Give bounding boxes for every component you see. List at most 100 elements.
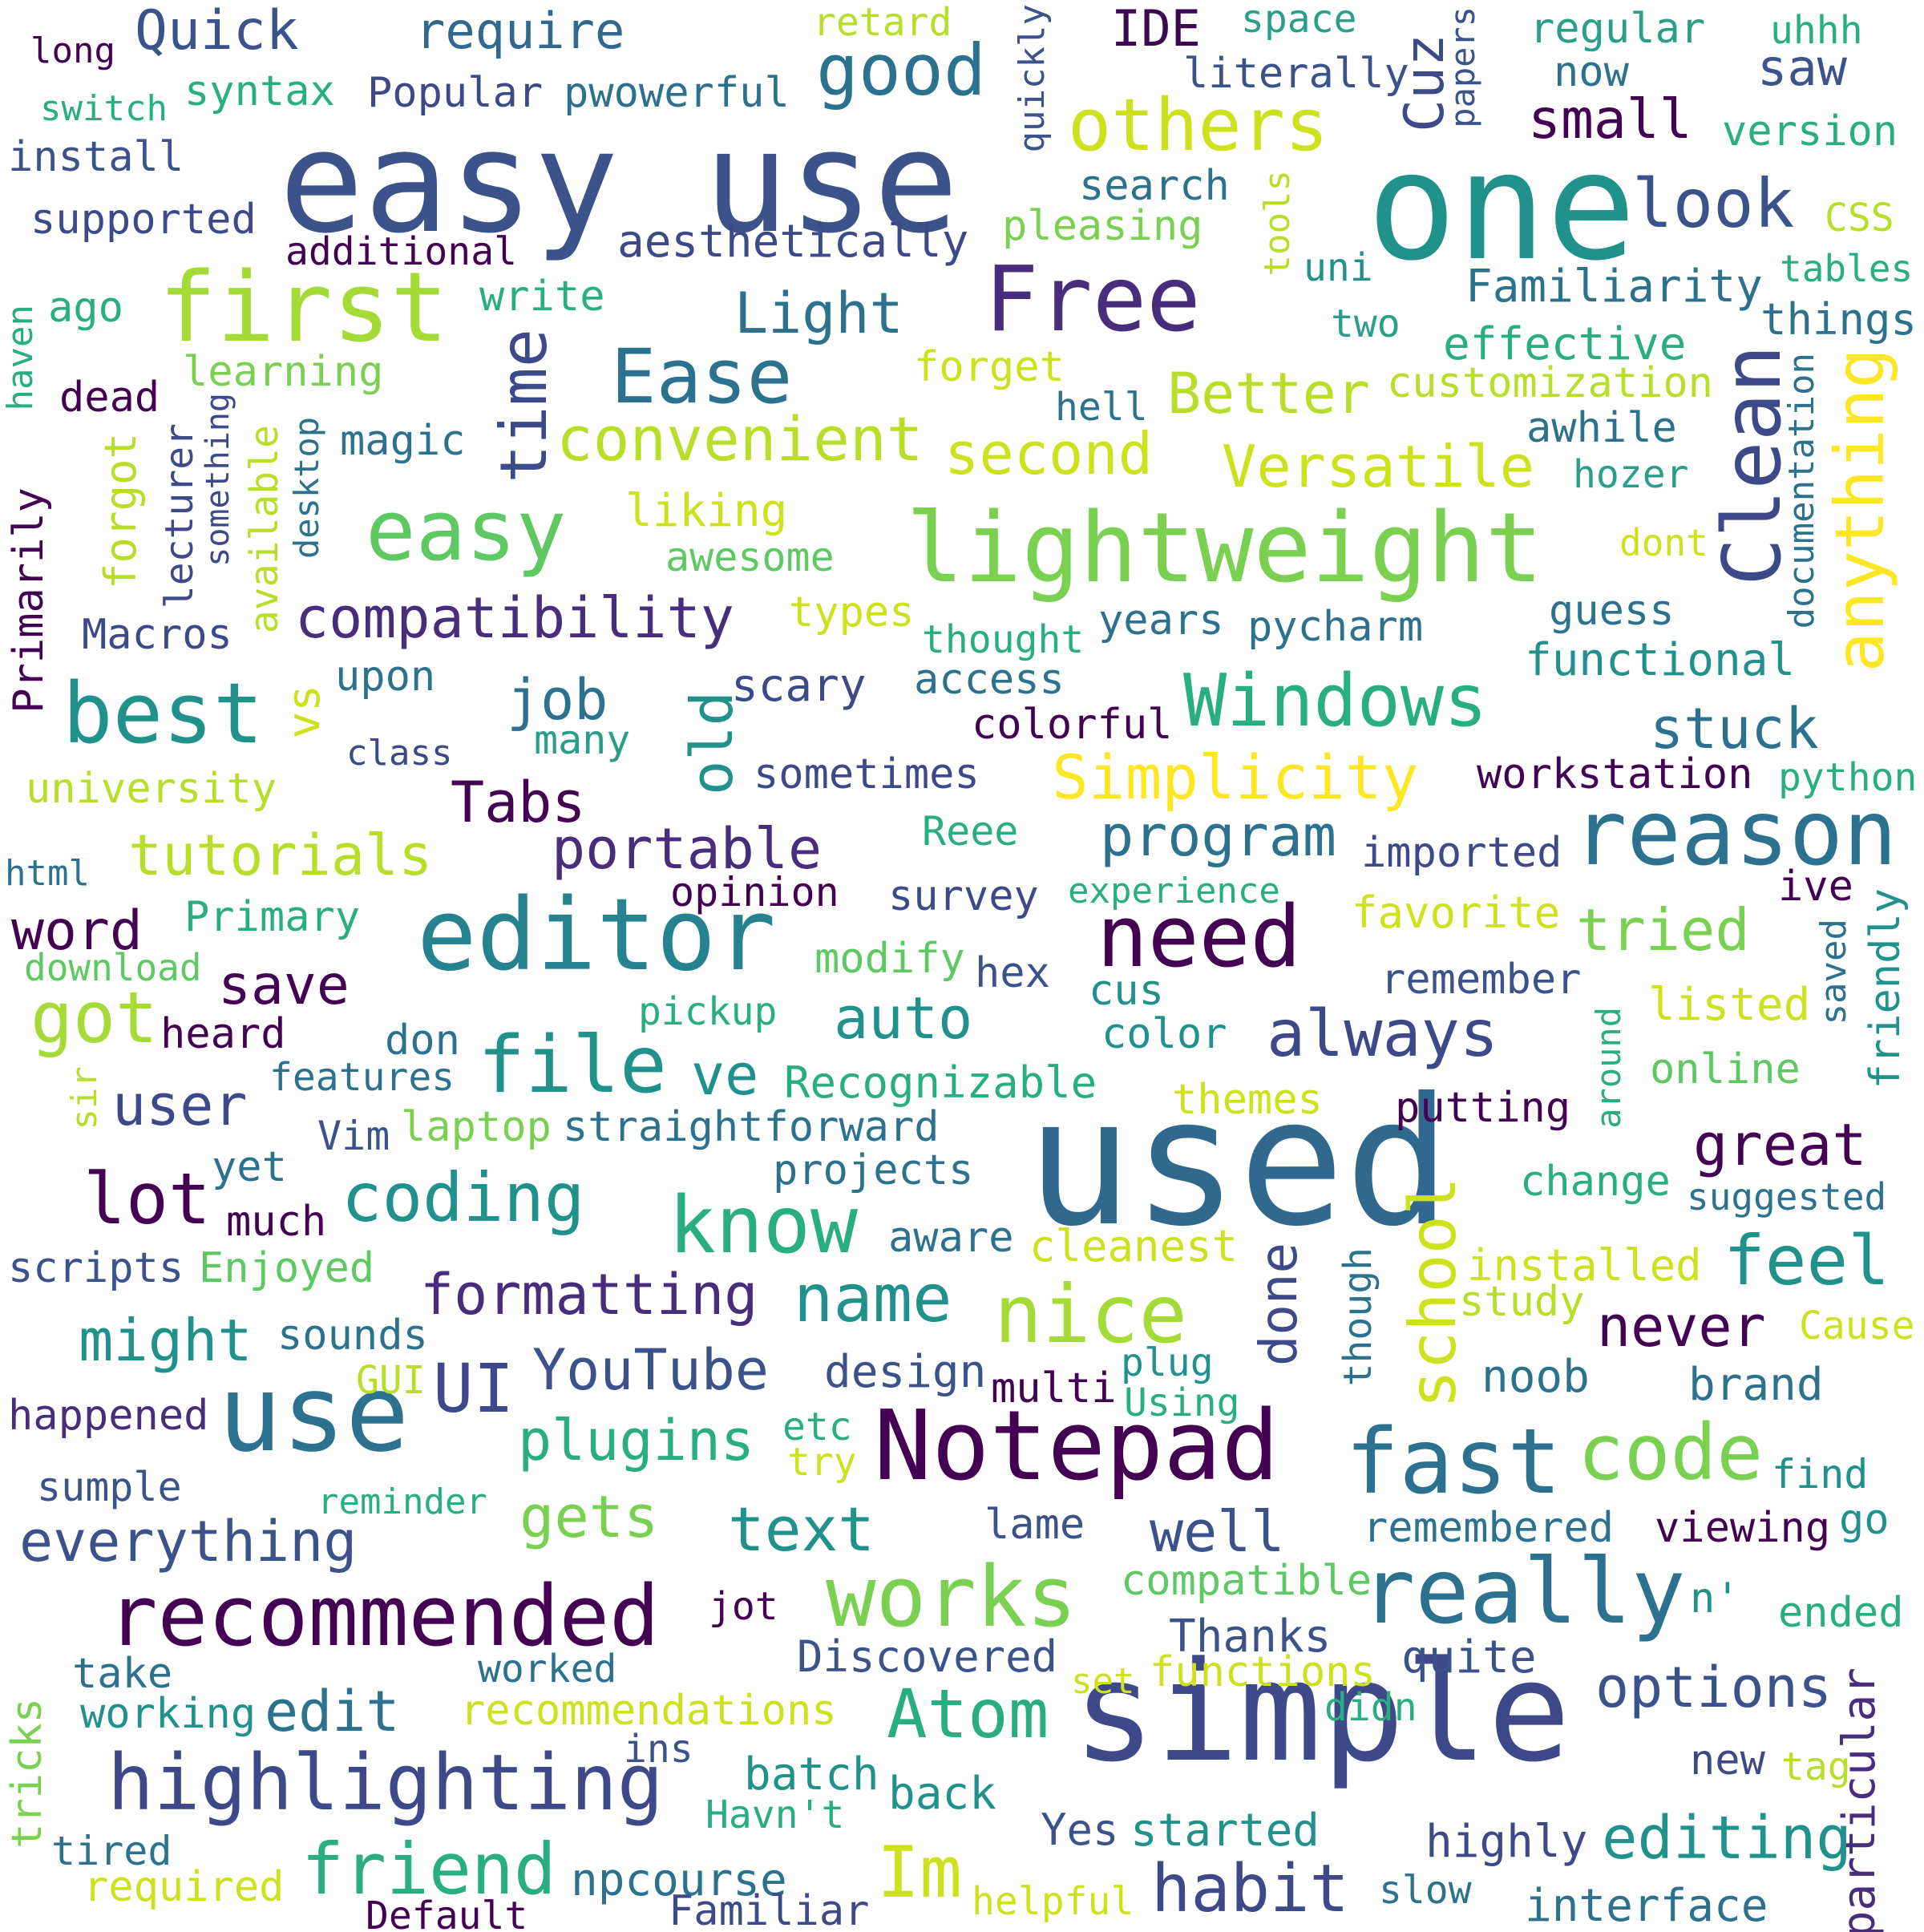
word-compatibility: compatibility <box>295 585 734 651</box>
word-recognizable: Recognizable <box>784 1057 1097 1108</box>
word-light: Light <box>734 281 903 346</box>
word-notepad: Notepad <box>874 1391 1279 1502</box>
word-ide: IDE <box>1111 0 1201 58</box>
word-reminder: reminder <box>317 1481 487 1522</box>
word-file: file <box>478 1020 668 1111</box>
word-always: always <box>1267 996 1498 1071</box>
word-yes: Yes <box>1041 1805 1119 1855</box>
word-stuck: stuck <box>1650 696 1819 762</box>
word-learning: learning <box>183 348 384 396</box>
word-user: user <box>112 1073 248 1138</box>
word-look: look <box>1632 164 1795 243</box>
word-available: available <box>242 425 287 634</box>
word-time: time <box>487 329 561 483</box>
word-many: many <box>534 717 631 763</box>
word-macros: Macros <box>82 611 232 659</box>
word-pwowerful: pwowerful <box>564 69 790 117</box>
word-good: good <box>816 29 986 111</box>
word-reee: Reee <box>922 808 1019 855</box>
word-old: old <box>678 691 746 796</box>
word-nice: nice <box>994 1267 1187 1361</box>
word-set: set <box>1071 1661 1135 1702</box>
word-works: works <box>826 1548 1077 1646</box>
word-heard: heard <box>160 1010 286 1058</box>
word-download: download <box>24 946 202 989</box>
word-convenient: convenient <box>556 403 924 475</box>
word-really: really <box>1361 1540 1686 1644</box>
word-listed: listed <box>1648 979 1811 1031</box>
word-hex: hex <box>975 949 1050 997</box>
word-jot: jot <box>709 1584 778 1629</box>
word-habit: habit <box>1151 1851 1349 1927</box>
word-aware: aware <box>888 1214 1014 1262</box>
word-quickly: quickly <box>1012 4 1053 153</box>
word-find: find <box>1772 1451 1869 1498</box>
word-lightweight: lightweight <box>906 493 1543 604</box>
word-code: code <box>1578 1408 1764 1498</box>
word-study: study <box>1459 1278 1585 1326</box>
word-easy: easy <box>366 482 567 580</box>
word-popular: Popular <box>367 69 544 117</box>
word-long: long <box>30 30 115 71</box>
word-save: save <box>218 954 350 1017</box>
word-try: try <box>787 1440 857 1485</box>
word-ui: UI <box>433 1349 515 1428</box>
word-ago: ago <box>48 284 123 332</box>
word-dont: dont <box>1619 521 1708 564</box>
word-literally: literally <box>1183 50 1409 98</box>
word-install: install <box>8 133 184 181</box>
word-working: working <box>80 1690 257 1738</box>
word-quite: quite <box>1401 1631 1537 1683</box>
word-additional: additional <box>285 229 517 274</box>
word-sometimes: sometimes <box>754 750 980 798</box>
word-ve: ve <box>691 1042 759 1108</box>
word-etc: etc <box>782 1405 852 1449</box>
word-ended: ended <box>1778 1589 1904 1637</box>
word-modify: modify <box>814 935 965 983</box>
word-tricks: tricks <box>3 1698 51 1849</box>
word-im: Im <box>877 1831 962 1914</box>
word-friend: friend <box>301 1828 556 1910</box>
word-two: two <box>1331 301 1401 346</box>
word-best: best <box>63 665 264 762</box>
word-editing: editing <box>1602 1804 1852 1873</box>
word-scripts: scripts <box>8 1244 184 1292</box>
word-didn: didn <box>1324 1685 1417 1730</box>
word-might: might <box>79 1307 253 1374</box>
word-pycharm: pycharm <box>1247 603 1424 651</box>
word-anything: anything <box>1821 348 1899 673</box>
word-css: CSS <box>1825 196 1894 240</box>
word-ins: ins <box>624 1727 693 1772</box>
word-aesthetically: aesthetically <box>617 216 969 268</box>
word-need: need <box>1097 887 1302 986</box>
word-lot: lot <box>83 1158 211 1240</box>
word-small: small <box>1528 88 1692 152</box>
word-slow: slow <box>1379 1868 1472 1913</box>
word-everything: everything <box>19 1509 358 1574</box>
word-discovered: Discovered <box>797 1631 1058 1682</box>
word-started: started <box>1130 1805 1320 1857</box>
word-awesome: awesome <box>665 534 835 580</box>
word-auto: auto <box>834 984 973 1052</box>
word-documentation: documentation <box>1781 353 1822 629</box>
word-change: change <box>1520 1158 1671 1206</box>
word-years: years <box>1098 596 1224 645</box>
word-around: around <box>1589 1007 1628 1129</box>
word-plug: plug <box>1121 1340 1214 1385</box>
word-happened: happened <box>8 1392 209 1440</box>
word-now: now <box>1554 48 1629 96</box>
word-noob: noob <box>1481 1351 1590 1403</box>
word-feel: feel <box>1724 1221 1890 1301</box>
word-first: first <box>159 253 449 364</box>
word-remembered: remembered <box>1363 1504 1615 1552</box>
word-dead: dead <box>59 374 160 422</box>
word-back: back <box>888 1768 996 1820</box>
word-switch: switch <box>40 88 168 129</box>
word-highlighting: highlighting <box>107 1738 664 1828</box>
word-particular: particular <box>1833 1667 1886 1932</box>
word-coding: coding <box>342 1158 585 1237</box>
word-regular: regular <box>1530 5 1706 53</box>
word-tried: tried <box>1576 896 1750 964</box>
word-much: much <box>226 1198 327 1246</box>
word-default: Default <box>366 1894 528 1932</box>
